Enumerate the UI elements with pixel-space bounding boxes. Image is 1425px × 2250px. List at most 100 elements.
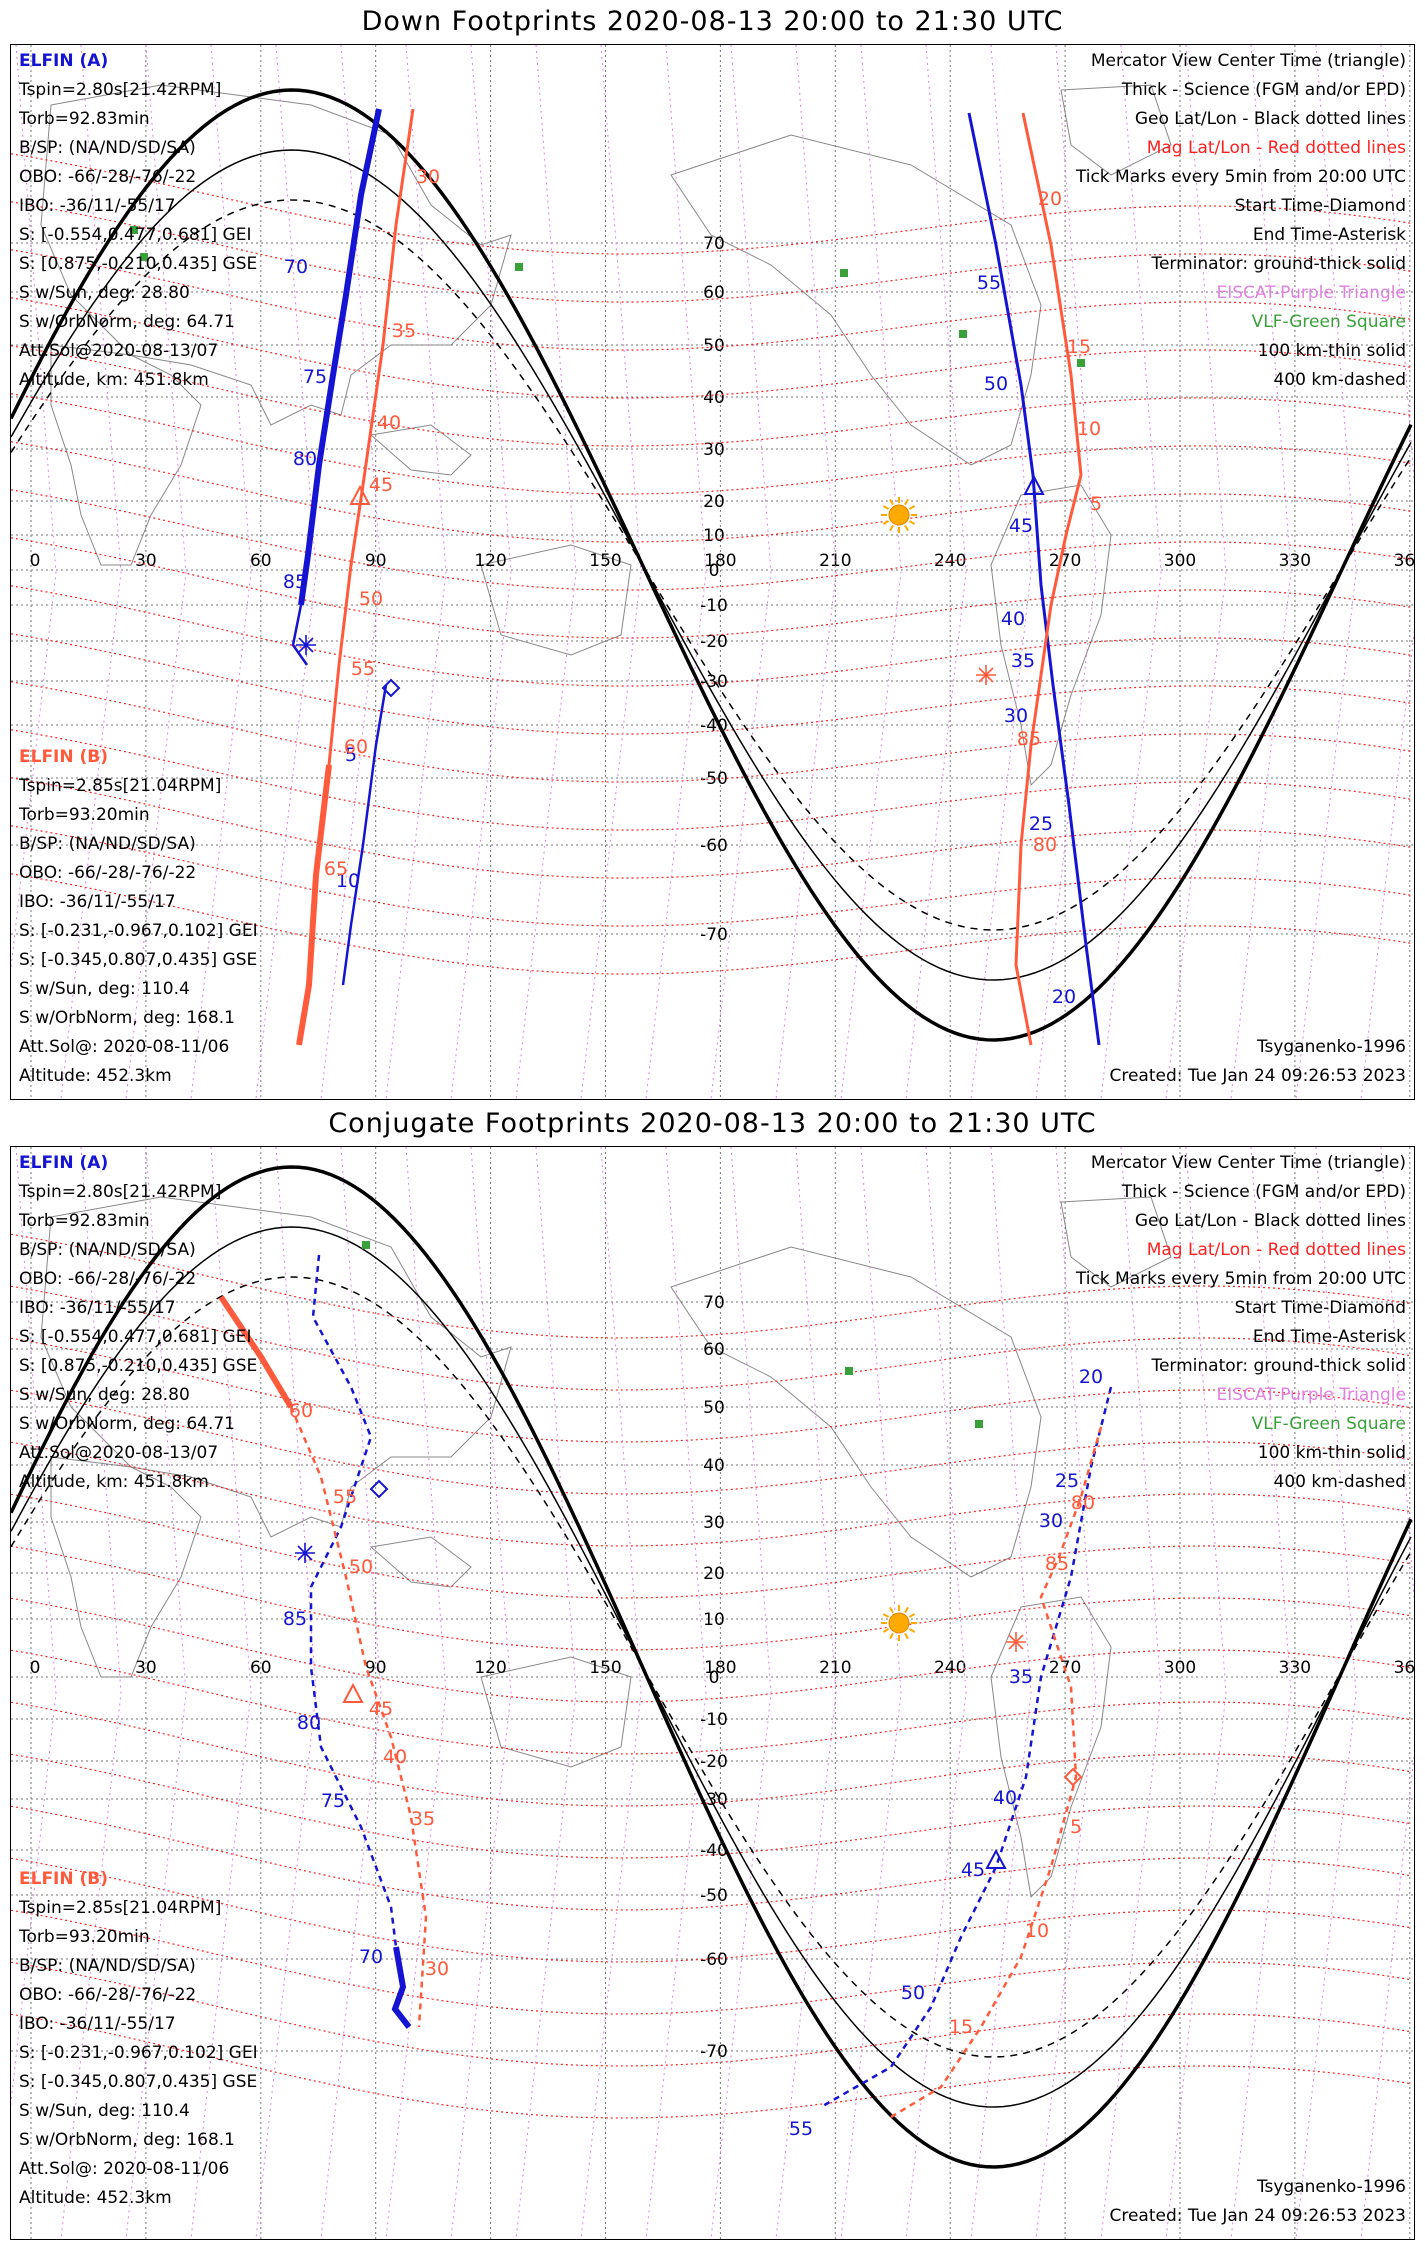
mag-meridian-line: [60, 1147, 122, 2239]
conj-elfin-a-name: ELFIN (A): [19, 1153, 109, 1173]
down-a-line: S w/Sun, deg: 28.80: [19, 283, 190, 303]
down-legend: Mercator View Center Time (triangle) Thi…: [1076, 47, 1406, 395]
conj-a-line: S: [0.875,-0.210,0.435] GSE: [19, 1356, 258, 1376]
legend-item: EISCAT-Purple Triangle: [1216, 1385, 1406, 1405]
mag-meridian-line: [580, 1147, 642, 2239]
elfin-b-time-label: 80: [1071, 1492, 1095, 1514]
asterisk-stroke: [298, 637, 314, 653]
elfin-a-center-triangle: [985, 1848, 1007, 1869]
elfin-a-science-track: [391, 1946, 412, 2029]
elfin-b-time-label: 5: [1090, 493, 1102, 515]
vlf-station-marker: [1077, 359, 1085, 367]
elfin-a-track: [967, 112, 1101, 1046]
elfin-a-time-label: 25: [1055, 1470, 1079, 1492]
mag-meridian-line: [775, 1147, 837, 2239]
conj-elfin-a-info: ELFIN (A) Tspin=2.80s[21.42RPM] Torb=92.…: [19, 1149, 257, 1497]
sun-ray: [904, 524, 909, 532]
lon-tick-label: 330: [1279, 1658, 1311, 1678]
mag-meridian-line: [710, 45, 772, 1099]
lat-tick-label: 60: [703, 1340, 725, 1360]
terminator-ground: [11, 1165, 1413, 2169]
elfin-a-start-diamond: [381, 678, 401, 698]
elfin-b-time-label: 80: [1033, 834, 1057, 856]
mag-meridian-line: [1100, 45, 1162, 1099]
conj-a-line: B/SP: (NA/ND/SD/SA): [19, 1240, 196, 1260]
legend-item: Geo Lat/Lon - Black dotted lines: [1134, 1211, 1406, 1231]
elfin-b-end-asterisk: [1006, 1632, 1026, 1652]
down-a-line: Torb=92.83min: [19, 109, 150, 129]
elfin-b-science-track: [218, 1295, 294, 1409]
sun-ray: [882, 1628, 890, 1633]
mag-meridian-line: [905, 45, 967, 1099]
mag-meridian-line: [190, 45, 252, 1099]
mag-meridian-line: [320, 1147, 382, 2239]
asterisk-stroke: [297, 1545, 313, 1561]
elfin-a-time-label: 45: [961, 1859, 985, 1881]
legend-item: 400 km-dashed: [1273, 370, 1406, 390]
elfin-a-start-diamond: [369, 1479, 389, 1499]
lat-tick-label: 20: [703, 492, 725, 512]
mag-meridian-line: [1165, 45, 1227, 1099]
elfin-a-time-label: 55: [977, 272, 1001, 294]
lat-tick-label: -30: [700, 1790, 728, 1810]
elfin-a-time-label: 70: [284, 256, 308, 278]
lat-tick-label: -60: [700, 1950, 728, 1970]
down-b-line: Torb=93.20min: [19, 805, 150, 825]
lat-tick-label: 50: [703, 1398, 725, 1418]
conj-legend: Mercator View Center Time (triangle) Thi…: [1076, 1149, 1406, 1497]
lon-tick-label: 0: [30, 1658, 41, 1678]
legend-item: Thick - Science (FGM and/or EPD): [1121, 1182, 1406, 1202]
elfin-b-time-label: 35: [392, 320, 416, 342]
mag-latitude-line: [11, 1493, 1412, 1599]
continent-outline: [990, 484, 1112, 787]
elfin-b-time-label: 60: [344, 736, 368, 758]
mag-latitude-line: [11, 1857, 1412, 1963]
vlf-station-marker: [515, 263, 523, 271]
elfin-b-time-label: 40: [383, 1746, 407, 1768]
elfin-b-time-label: 10: [1025, 1920, 1049, 1942]
vlf-station-marker: [975, 1420, 983, 1428]
conj-created: Created: Tue Jan 24 09:26:53 2023: [1109, 2206, 1406, 2226]
mag-meridian-line: [450, 1147, 512, 2239]
elfin-b-time-label: 30: [425, 1958, 449, 1980]
mag-meridian-line: [1230, 45, 1292, 1099]
vlf-station-marker: [140, 253, 148, 261]
sun-ray: [908, 520, 916, 525]
conj-footer: Tsyganenko-1996 Created: Tue Jan 24 09:2…: [1109, 2173, 1406, 2231]
elfin-b-track: [890, 1426, 1103, 2119]
conj-b-line: Tspin=2.85s[21.04RPM]: [19, 1898, 222, 1918]
sun-ray: [882, 1613, 890, 1618]
continent-outline: [480, 1656, 632, 1768]
lon-tick-label: 120: [474, 1658, 506, 1678]
continent-outline: [1060, 1196, 1172, 1288]
continent-outline: [369, 1536, 472, 1588]
mag-meridian-line: [1295, 45, 1357, 1099]
mag-meridian-line: [1035, 1147, 1097, 2239]
mag-latitude-line: [11, 1389, 1412, 1495]
lon-tick-label: 360: [1394, 551, 1414, 571]
legend-item: Mag Lat/Lon - Red dotted lines: [1146, 138, 1406, 158]
mag-latitude-line: [11, 1233, 1412, 1339]
continent-outline: [480, 544, 632, 656]
continent-outline: [50, 344, 202, 566]
sun-ray: [904, 498, 909, 506]
legend-item: Start Time-Diamond: [1234, 196, 1406, 216]
mag-latitude-line: [11, 2013, 1412, 2119]
elfin-b-time-label: 55: [351, 658, 375, 680]
legend-item: Mag Lat/Lon - Red dotted lines: [1146, 1240, 1406, 1260]
down-a-line: S w/OrbNorm, deg: 64.71: [19, 312, 236, 332]
elfin-b-time-label: 85: [1045, 1553, 1069, 1575]
elfin-a-time-label: 85: [283, 571, 307, 593]
down-created: Created: Tue Jan 24 09:26:53 2023: [1109, 1066, 1406, 1086]
lat-tick-label: 30: [703, 1513, 725, 1533]
conj-b-line: Altitude: 452.3km: [19, 2188, 172, 2208]
mag-latitude-line: [11, 1909, 1412, 2015]
lat-tick-label: -50: [700, 769, 728, 789]
elfin-a-time-label: 40: [1001, 608, 1025, 630]
conj-a-line: S w/OrbNorm, deg: 64.71: [19, 1414, 236, 1434]
sun-ray: [908, 505, 916, 510]
elfin-a-track: [341, 684, 388, 986]
elfin-a-time-label: 10: [336, 870, 360, 892]
elfin-a-end-asterisk: [295, 1543, 315, 1563]
terminator-400km: [11, 199, 1412, 931]
